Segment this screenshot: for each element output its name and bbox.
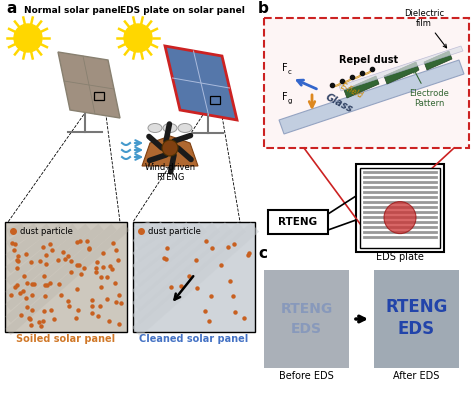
Text: RTENG: RTENG	[385, 298, 447, 316]
Bar	[94, 92, 104, 100]
Polygon shape	[384, 62, 419, 84]
Text: a: a	[6, 1, 17, 16]
Bar	[5, 222, 127, 332]
Text: F: F	[282, 92, 288, 102]
Circle shape	[124, 24, 152, 52]
Text: Soiled solar panel: Soiled solar panel	[17, 334, 116, 344]
Text: Cleaned solar panel: Cleaned solar panel	[139, 334, 249, 344]
Text: EDS plate: EDS plate	[376, 252, 424, 262]
Circle shape	[384, 202, 416, 233]
Polygon shape	[165, 46, 237, 120]
Polygon shape	[279, 60, 464, 134]
Bar	[133, 222, 255, 332]
Ellipse shape	[163, 123, 177, 132]
Text: Glass: Glass	[324, 92, 355, 115]
Text: Repel dust: Repel dust	[339, 55, 399, 65]
Polygon shape	[58, 52, 120, 118]
Text: EDS plate on solar panel: EDS plate on solar panel	[119, 6, 245, 15]
Text: RTENG: RTENG	[281, 302, 333, 316]
Bar	[268, 210, 328, 234]
Bar	[264, 270, 349, 368]
Polygon shape	[424, 51, 452, 70]
Text: EDS: EDS	[398, 320, 435, 338]
Polygon shape	[142, 136, 198, 166]
Text: F: F	[282, 63, 288, 73]
Text: dust particle: dust particle	[20, 228, 73, 237]
Text: dust particle: dust particle	[148, 228, 201, 237]
Bar	[374, 270, 459, 368]
Text: Before EDS: Before EDS	[279, 371, 334, 381]
Ellipse shape	[178, 123, 192, 132]
Polygon shape	[344, 76, 379, 98]
Circle shape	[162, 140, 178, 156]
Circle shape	[14, 24, 42, 52]
Text: Electrode
Pattern: Electrode Pattern	[409, 70, 449, 108]
Text: E-field: E-field	[339, 81, 365, 100]
Text: g: g	[288, 98, 292, 104]
Text: Normal solar panel: Normal solar panel	[24, 6, 120, 15]
Text: Dielectric
film: Dielectric film	[404, 9, 447, 48]
Text: After EDS: After EDS	[393, 371, 440, 381]
Ellipse shape	[148, 123, 162, 132]
Polygon shape	[339, 46, 463, 91]
Bar	[360, 168, 440, 248]
Text: c: c	[288, 69, 292, 75]
Text: b: b	[258, 1, 269, 16]
Text: RTENG: RTENG	[278, 217, 318, 227]
Text: c: c	[258, 246, 267, 261]
Bar	[210, 96, 220, 104]
Bar	[264, 18, 469, 148]
Text: EDS: EDS	[291, 322, 322, 336]
Bar	[356, 164, 444, 252]
Text: Wind-driven
RTENG: Wind-driven RTENG	[145, 163, 196, 182]
